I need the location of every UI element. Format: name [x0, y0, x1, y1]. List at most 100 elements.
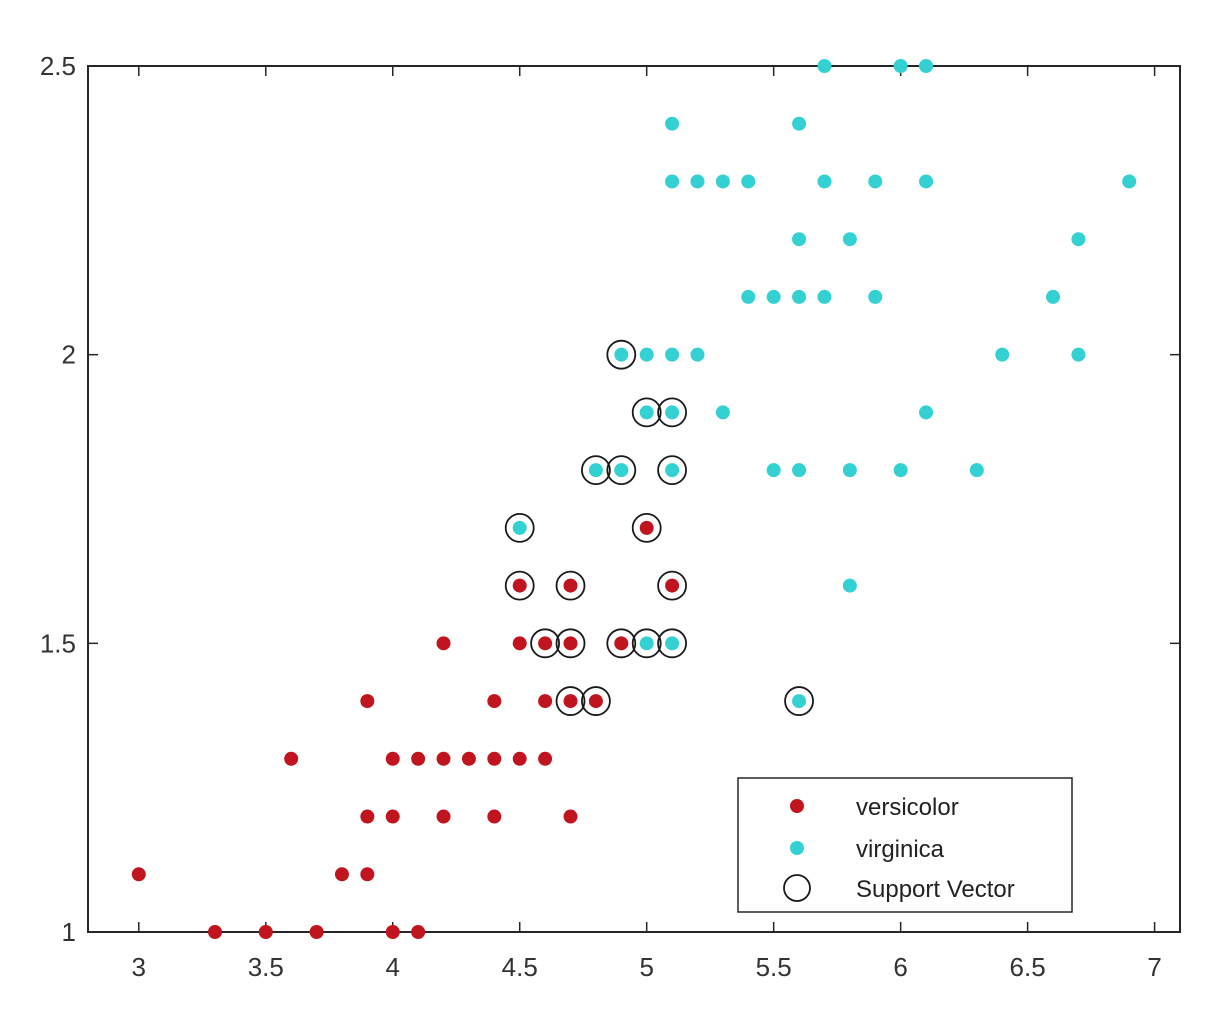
- virginica-point: [919, 405, 934, 420]
- versicolor-point: [385, 809, 400, 824]
- versicolor-point: [538, 751, 553, 766]
- versicolor-point: [411, 751, 426, 766]
- support-vector-point: [581, 686, 611, 716]
- versicolor-point: [360, 867, 375, 882]
- versicolor-point: [538, 694, 553, 709]
- versicolor-point: [207, 925, 222, 939]
- virginica-point: [665, 174, 680, 189]
- support-vector-point: [504, 512, 535, 543]
- virginica-point: [639, 347, 654, 362]
- legend-marker-support-vector: [783, 874, 811, 902]
- virginica-point: [665, 463, 680, 478]
- support-vector-point: [657, 628, 687, 659]
- support-vector-point: [581, 455, 611, 486]
- virginica-point: [766, 463, 781, 478]
- versicolor-point: [512, 636, 527, 651]
- virginica-point: [715, 174, 730, 189]
- versicolor-point: [639, 520, 654, 535]
- versicolor-point: [436, 636, 451, 651]
- virginica-point: [1046, 289, 1061, 304]
- legend-label-virginica: virginica: [856, 836, 945, 863]
- x-tick-label: 7: [1147, 952, 1161, 982]
- versicolor-point: [360, 809, 375, 824]
- x-tick-label: 6: [893, 952, 907, 982]
- versicolor-point: [614, 636, 629, 651]
- virginica-point: [1071, 347, 1086, 362]
- x-tick-label: 3: [132, 952, 146, 982]
- y-axis: 1 1.5 2 2.5: [40, 51, 1180, 947]
- versicolor-point: [563, 578, 578, 593]
- virginica-point: [1071, 232, 1086, 247]
- virginica-point: [792, 289, 807, 304]
- versicolor-point: [131, 867, 146, 882]
- virginica-point: [792, 232, 807, 247]
- virginica-point: [639, 636, 654, 651]
- virginica-point: [639, 405, 654, 420]
- x-tick-label: 6.5: [1010, 952, 1046, 982]
- versicolor-point: [461, 751, 476, 766]
- virginica-point: [1122, 174, 1137, 189]
- virginica-point: [715, 405, 730, 420]
- x-tick-label: 4.5: [502, 952, 538, 982]
- versicolor-point: [309, 925, 324, 939]
- virginica-point: [690, 347, 705, 362]
- x-tick-label: 5.5: [756, 952, 792, 982]
- virginica-point: [766, 289, 781, 304]
- virginica-point: [969, 463, 984, 478]
- legend-marker-versicolor: [790, 799, 804, 813]
- support-vector-point: [606, 339, 637, 370]
- support-vector-point: [631, 628, 662, 659]
- virginica-point: [868, 174, 883, 189]
- virginica-point: [665, 636, 680, 651]
- virginica-point: [842, 578, 857, 593]
- virginica-point: [665, 405, 680, 420]
- versicolor-point: [487, 751, 502, 766]
- virginica-point: [741, 174, 756, 189]
- virginica-point: [690, 174, 705, 189]
- support-vector-point: [555, 686, 586, 716]
- versicolor-point: [284, 751, 299, 766]
- versicolor-point: [665, 578, 680, 593]
- virginica-point: [995, 347, 1010, 362]
- versicolor-point: [258, 925, 273, 939]
- support-vector-point: [606, 628, 637, 659]
- x-tick-label: 4: [386, 952, 400, 982]
- virginica-point: [665, 116, 680, 131]
- y-tick-label: 1.5: [40, 628, 76, 658]
- versicolor-point: [436, 809, 451, 824]
- versicolor-point: [538, 636, 553, 651]
- support-vector-point: [657, 397, 687, 428]
- legend: versicolor virginica Support Vector: [737, 777, 1073, 913]
- virginica-point: [868, 289, 883, 304]
- virginica-point: [919, 174, 934, 189]
- data-points: [131, 59, 1137, 939]
- virginica-point: [792, 463, 807, 478]
- support-vector-point: [631, 512, 662, 543]
- versicolor-point: [563, 636, 578, 651]
- virginica-point: [588, 463, 603, 478]
- support-vector-point: [530, 628, 561, 659]
- versicolor-point: [436, 751, 451, 766]
- versicolor-point: [334, 867, 349, 882]
- support-vector-point: [631, 397, 662, 428]
- support-vector-point: [606, 455, 637, 486]
- virginica-point: [842, 463, 857, 478]
- virginica-point: [665, 347, 680, 362]
- versicolor-point: [487, 694, 502, 709]
- support-vector-point: [657, 455, 687, 486]
- versicolor-point: [563, 809, 578, 824]
- versicolor-point: [385, 925, 400, 939]
- support-vector-point: [555, 570, 586, 601]
- legend-marker-virginica: [790, 841, 804, 855]
- x-axis: 3 3.5 4 4.5 5 5.5 6 6.5 7: [132, 66, 1162, 982]
- virginica-point: [614, 347, 629, 362]
- virginica-point: [919, 59, 934, 73]
- support-vector-point: [784, 686, 814, 716]
- x-tick-label: 3.5: [248, 952, 284, 982]
- support-vector-point: [504, 570, 535, 601]
- versicolor-point: [487, 809, 502, 824]
- versicolor-point: [512, 578, 527, 593]
- y-tick-label: 1: [62, 917, 76, 947]
- y-tick-label: 2.5: [40, 51, 76, 81]
